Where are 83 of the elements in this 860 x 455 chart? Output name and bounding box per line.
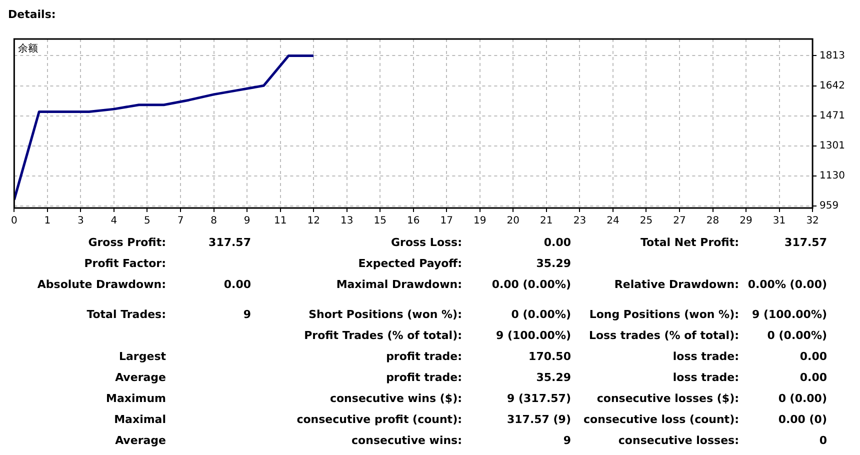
text: Maximum bbox=[106, 392, 166, 405]
x-tick-label: 12 bbox=[307, 216, 320, 227]
text: Maximal Drawdown: bbox=[336, 278, 462, 291]
text: 317.57 bbox=[784, 236, 827, 249]
text: loss trade: bbox=[672, 350, 739, 363]
x-tick-label: 17 bbox=[440, 216, 453, 227]
x-tick-label: 15 bbox=[374, 216, 386, 227]
x-tick-label: 31 bbox=[772, 216, 786, 227]
text: Total Trades: bbox=[86, 308, 166, 321]
text: 0.00% (0.00) bbox=[748, 278, 827, 291]
x-tick-label: 20 bbox=[506, 216, 520, 227]
text: consecutive losses: bbox=[618, 434, 739, 447]
text: 35.29 bbox=[536, 257, 571, 270]
y-tick-label: 1642 bbox=[820, 80, 846, 92]
text: consecutive profit (count): bbox=[296, 413, 462, 426]
chart-title: Details: bbox=[8, 8, 56, 21]
text: 0 (0.00%) bbox=[511, 308, 571, 321]
text: 0.00 bbox=[224, 278, 251, 291]
x-tick-label: 19 bbox=[474, 216, 486, 227]
text: 170.50 bbox=[528, 350, 571, 363]
text: Profit Factor: bbox=[84, 257, 166, 270]
x-tick-label: 3 bbox=[78, 216, 84, 227]
text: Largest bbox=[119, 350, 166, 363]
text: Long Positions (won %): bbox=[589, 308, 739, 321]
text: Expected Payoff: bbox=[358, 257, 462, 270]
text: Profit Trades (% of total): bbox=[304, 329, 462, 342]
x-tick-label: 29 bbox=[740, 216, 752, 227]
y-tick-label: 1813 bbox=[820, 50, 846, 62]
text: loss trade: bbox=[672, 371, 739, 384]
text: 0.00 (0) bbox=[778, 413, 827, 426]
text: 0.00 bbox=[544, 236, 571, 249]
x-tick-label: 32 bbox=[806, 216, 819, 227]
text: Short Positions (won %): bbox=[308, 308, 462, 321]
y-tick-label: 1301 bbox=[820, 140, 846, 152]
text: 0.00 bbox=[800, 350, 827, 363]
x-tick-label: 28 bbox=[706, 216, 720, 227]
text: 0 (0.00%) bbox=[767, 329, 827, 342]
x-tick-label: 4 bbox=[110, 216, 118, 227]
text: Average bbox=[115, 371, 166, 384]
text: 0.00 bbox=[800, 371, 827, 384]
x-tick-label: 11 bbox=[274, 216, 287, 227]
text: 9 bbox=[563, 434, 571, 447]
x-tick-label: 23 bbox=[573, 216, 586, 227]
x-tick-label: 1 bbox=[44, 216, 51, 227]
x-tick-label: 25 bbox=[640, 216, 653, 227]
text: Maximal bbox=[114, 413, 166, 426]
text: Average bbox=[115, 434, 166, 447]
text: 余额 bbox=[18, 42, 38, 55]
text: consecutive loss (count): bbox=[584, 413, 739, 426]
text: consecutive losses ($): bbox=[596, 392, 739, 405]
text: Absolute Drawdown: bbox=[37, 278, 166, 291]
text: 9 (317.57) bbox=[507, 392, 571, 405]
x-tick-label: 0 bbox=[10, 216, 18, 227]
text: 0 bbox=[819, 434, 827, 447]
x-tick-label: 21 bbox=[540, 216, 553, 227]
text: Gross Loss: bbox=[391, 236, 462, 249]
text: 9 bbox=[243, 308, 251, 321]
x-tick-label: 16 bbox=[407, 216, 420, 227]
y-tick-label: 959 bbox=[820, 200, 839, 212]
x-tick-label: 13 bbox=[340, 216, 354, 227]
text: 0 (0.00) bbox=[778, 392, 827, 405]
text: 317.57 (9) bbox=[507, 413, 571, 426]
text: 35.29 bbox=[536, 371, 571, 384]
text: 9 (100.00%) bbox=[752, 308, 827, 321]
text: consecutive wins ($): bbox=[330, 392, 462, 405]
text: profit trade: bbox=[386, 371, 462, 384]
text: 9 (100.00%) bbox=[496, 329, 571, 342]
text: profit trade: bbox=[386, 350, 462, 363]
x-tick-label: 8 bbox=[210, 216, 217, 227]
text: 317.57 bbox=[208, 236, 251, 249]
x-tick-label: 5 bbox=[144, 216, 150, 227]
x-tick-label: 9 bbox=[244, 216, 250, 227]
text: Total Net Profit: bbox=[640, 236, 739, 249]
text: 0.00 (0.00%) bbox=[492, 278, 571, 291]
y-tick-label: 1130 bbox=[820, 170, 846, 182]
x-tick-label: 27 bbox=[673, 216, 686, 227]
text: Loss trades (% of total): bbox=[588, 329, 739, 342]
text: Gross Profit: bbox=[88, 236, 166, 249]
text: Relative Drawdown: bbox=[614, 278, 739, 291]
text: consecutive wins: bbox=[352, 434, 462, 447]
y-tick-label: 1471 bbox=[820, 110, 846, 122]
x-tick-label: 7 bbox=[177, 216, 184, 227]
x-tick-label: 24 bbox=[606, 216, 620, 227]
